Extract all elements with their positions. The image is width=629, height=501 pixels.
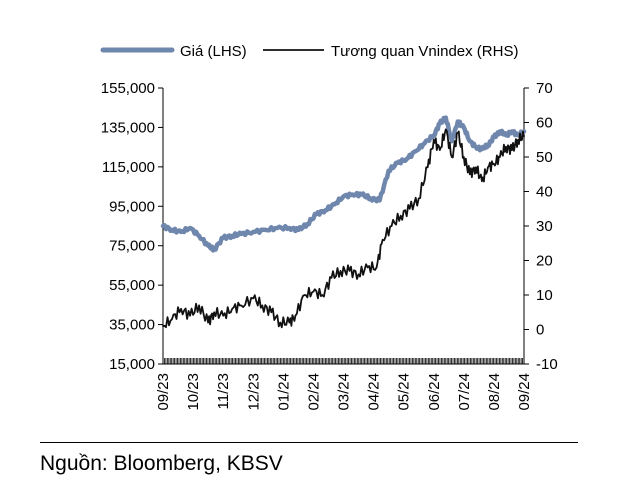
y-right-tick-label: -10 [536, 356, 558, 373]
y-right-tick-label: 30 [536, 218, 553, 235]
chart-series [160, 115, 527, 329]
chart-axes: 155,000 135,000 115,000 95,000 75,000 55,000 3… [101, 80, 558, 411]
x-axis-day-ticks [162, 358, 523, 364]
y-left-tick-label: 15,000 [109, 356, 155, 373]
y-right-tick-label: 70 [536, 80, 553, 97]
x-tick-label: 10/23 [185, 373, 202, 411]
x-tick-label: 01/24 [275, 373, 292, 411]
y-left-tick-label: 135,000 [101, 119, 155, 136]
legend-label-vnindex: Tương quan Vnindex (RHS) [331, 43, 518, 60]
x-tick-label: 04/24 [366, 373, 383, 411]
y-right-tick-label: 50 [536, 149, 553, 166]
x-tick-label: 05/24 [396, 373, 413, 411]
x-tick-label: 11/23 [215, 373, 232, 409]
y-right-tick-label: 0 [536, 322, 544, 339]
y-left-tick-label: 155,000 [101, 80, 155, 97]
legend-label-price: Giá (LHS) [180, 43, 247, 60]
x-tick-label: 08/24 [486, 373, 503, 411]
source-note: Nguồn: Bloomberg, KBSV [40, 452, 283, 475]
y-left-tick-label: 55,000 [109, 277, 155, 294]
series-line-vnindex-correlation [162, 128, 525, 329]
x-tick-label: 07/24 [456, 373, 473, 411]
y-right-tick-label: 20 [536, 253, 553, 270]
stock-price-vs-vnindex-chart: Giá (LHS) Tương quan Vnindex (RHS) 155,00… [100, 43, 558, 411]
x-tick-label: 09/23 [155, 373, 172, 411]
source-divider [40, 442, 578, 443]
x-tick-label: 03/24 [336, 373, 353, 411]
y-left-tick-label: 115,000 [102, 159, 155, 176]
y-right-tick-label: 10 [536, 287, 553, 304]
y-left-tick-label: 95,000 [109, 198, 155, 215]
x-tick-label: 02/24 [305, 373, 322, 411]
chart-legend: Giá (LHS) Tương quan Vnindex (RHS) [100, 43, 518, 60]
x-tick-label: 12/23 [245, 373, 262, 411]
y-right-tick-label: 60 [536, 115, 553, 132]
y-left-tick-label: 35,000 [109, 317, 155, 334]
y-left-tick-label: 75,000 [109, 238, 155, 255]
x-tick-label: 09/24 [516, 373, 533, 411]
y-right-tick-label: 40 [536, 184, 553, 201]
series-line-price [160, 115, 527, 253]
x-tick-label: 06/24 [426, 373, 443, 411]
